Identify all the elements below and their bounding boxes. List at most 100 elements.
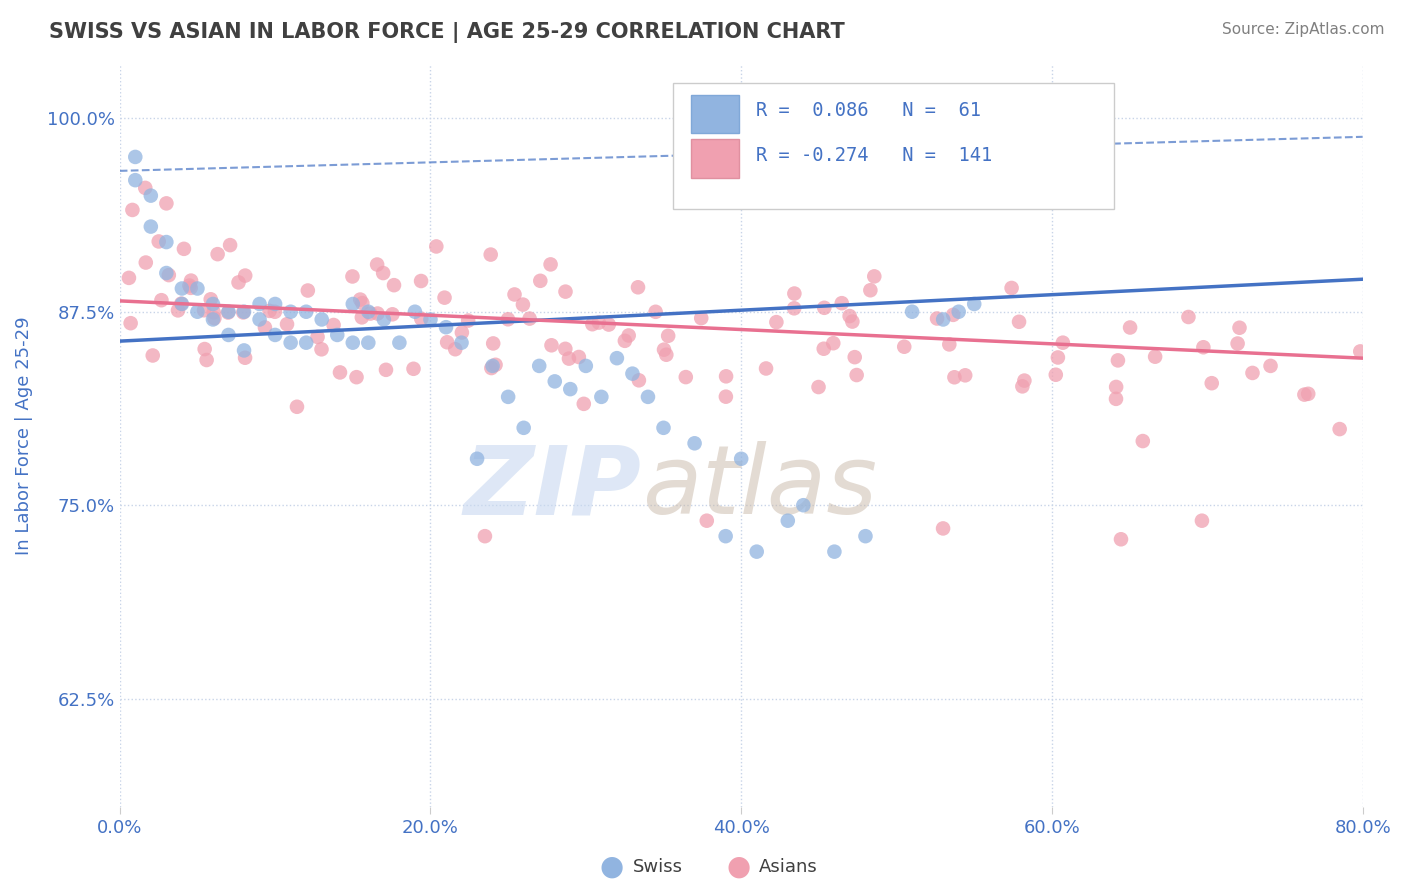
Point [714, 369, 737, 384]
Point [402, 361, 425, 376]
Point [606, 351, 628, 366]
Point [591, 390, 613, 404]
Point [512, 297, 534, 311]
Point [627, 373, 650, 387]
Point [357, 304, 380, 318]
Point [155, 235, 177, 249]
Point [1119, 320, 1142, 334]
Point [233, 343, 256, 358]
Point [942, 308, 965, 322]
Point [1241, 366, 1264, 380]
Point [845, 368, 868, 382]
Point [792, 498, 814, 512]
Point [863, 269, 886, 284]
Point [730, 451, 752, 466]
Point [457, 313, 479, 327]
Point [714, 529, 737, 543]
Point [218, 327, 240, 342]
Point [170, 281, 193, 295]
Text: R = -0.274   N =  141: R = -0.274 N = 141 [756, 146, 993, 165]
Point [1348, 344, 1371, 359]
Point [529, 274, 551, 288]
Point [1329, 422, 1351, 436]
Point [696, 514, 718, 528]
Point [1011, 379, 1033, 393]
Point [218, 304, 240, 318]
Point [388, 335, 411, 350]
Point [783, 286, 806, 301]
Point [943, 370, 966, 384]
Point [963, 297, 986, 311]
Point [1046, 351, 1069, 365]
Point [121, 202, 143, 217]
Point [419, 312, 441, 326]
Point [823, 544, 845, 558]
Point [382, 278, 405, 293]
Point [657, 328, 679, 343]
Point [194, 342, 217, 356]
Point [148, 235, 170, 249]
Point [598, 318, 620, 332]
Text: ●: ● [599, 853, 624, 881]
Point [249, 297, 271, 311]
Point [572, 397, 595, 411]
Point [329, 366, 352, 380]
Point [264, 327, 287, 342]
Point [484, 358, 506, 372]
Point [180, 281, 202, 295]
Point [349, 293, 371, 307]
Point [831, 296, 853, 310]
Point [124, 173, 146, 187]
Point [544, 375, 567, 389]
Point [170, 296, 193, 310]
Point [765, 315, 787, 329]
Point [855, 529, 877, 543]
Point [1144, 350, 1167, 364]
Point [411, 311, 433, 326]
Point [451, 326, 474, 340]
Point [540, 257, 562, 271]
Point [201, 312, 224, 326]
Point [1296, 386, 1319, 401]
Point [233, 268, 256, 283]
Point [228, 276, 250, 290]
Point [219, 238, 242, 252]
Point [202, 305, 225, 319]
Point [311, 312, 333, 326]
Point [588, 316, 610, 330]
Point [1014, 374, 1036, 388]
Point [404, 304, 426, 318]
Point [233, 351, 256, 365]
Point [637, 390, 659, 404]
Point [482, 336, 505, 351]
Point [1260, 359, 1282, 373]
Point [474, 529, 496, 543]
Point [285, 400, 308, 414]
Point [1107, 353, 1129, 368]
Point [280, 335, 302, 350]
Point [481, 359, 503, 373]
Point [342, 297, 364, 311]
Text: ●: ● [725, 853, 751, 881]
Point [496, 390, 519, 404]
Point [953, 368, 976, 383]
Point [139, 219, 162, 234]
Point [202, 311, 225, 326]
Point [714, 390, 737, 404]
Text: Source: ZipAtlas.com: Source: ZipAtlas.com [1222, 22, 1385, 37]
Point [135, 255, 157, 269]
Point [342, 335, 364, 350]
Point [503, 287, 526, 301]
Point [346, 370, 368, 384]
Point [1105, 380, 1128, 394]
Point [925, 311, 948, 326]
Point [613, 334, 636, 348]
Point [901, 304, 924, 318]
Point [1105, 392, 1128, 406]
Point [157, 268, 180, 282]
Point [295, 335, 318, 350]
Point [948, 304, 970, 318]
Point [1229, 320, 1251, 334]
Point [575, 359, 598, 373]
Point [434, 320, 457, 334]
